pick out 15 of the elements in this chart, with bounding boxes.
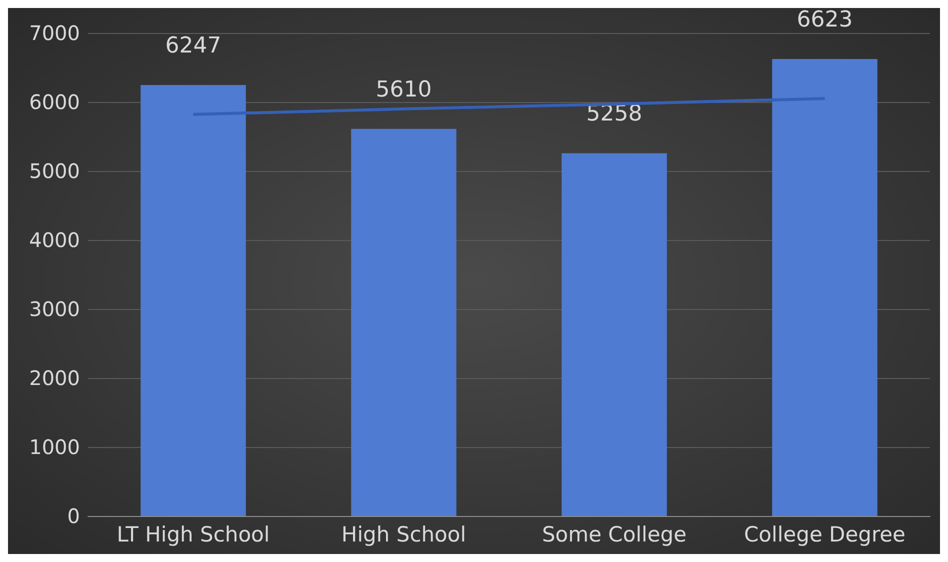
y-tick-label: 0 [67,504,80,528]
x-tick-label: High School [341,522,466,546]
x-tick-label: Some College [542,522,687,546]
data-label: 5610 [376,77,432,102]
y-tick-label: 4000 [29,228,80,252]
y-tick-label: 2000 [29,366,80,390]
x-tick-label: College Degree [744,522,906,546]
y-tick-label: 5000 [29,159,80,183]
data-label: 6623 [796,8,853,33]
y-tick-label: 1000 [29,435,80,459]
data-label: 6247 [165,33,222,58]
y-tick-label: 6000 [29,90,80,114]
y-tick-label: 7000 [29,21,80,45]
y-tick-label: 3000 [29,297,80,321]
x-tick-label: LT High School [116,522,270,546]
